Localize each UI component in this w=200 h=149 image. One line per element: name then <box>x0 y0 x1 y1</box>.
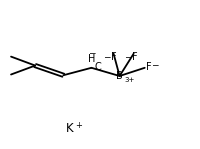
Text: 3+: 3+ <box>124 77 134 83</box>
Text: C: C <box>94 62 100 72</box>
Text: K: K <box>65 122 73 135</box>
Text: H: H <box>87 54 95 64</box>
Text: −: − <box>123 52 131 61</box>
Text: −: − <box>103 52 110 61</box>
Text: F: F <box>131 52 137 62</box>
Text: −: − <box>150 60 158 69</box>
Text: B: B <box>116 71 122 81</box>
Text: F: F <box>145 62 151 72</box>
Text: −: − <box>87 48 95 57</box>
Text: F: F <box>111 52 116 62</box>
Text: +: + <box>74 121 81 130</box>
